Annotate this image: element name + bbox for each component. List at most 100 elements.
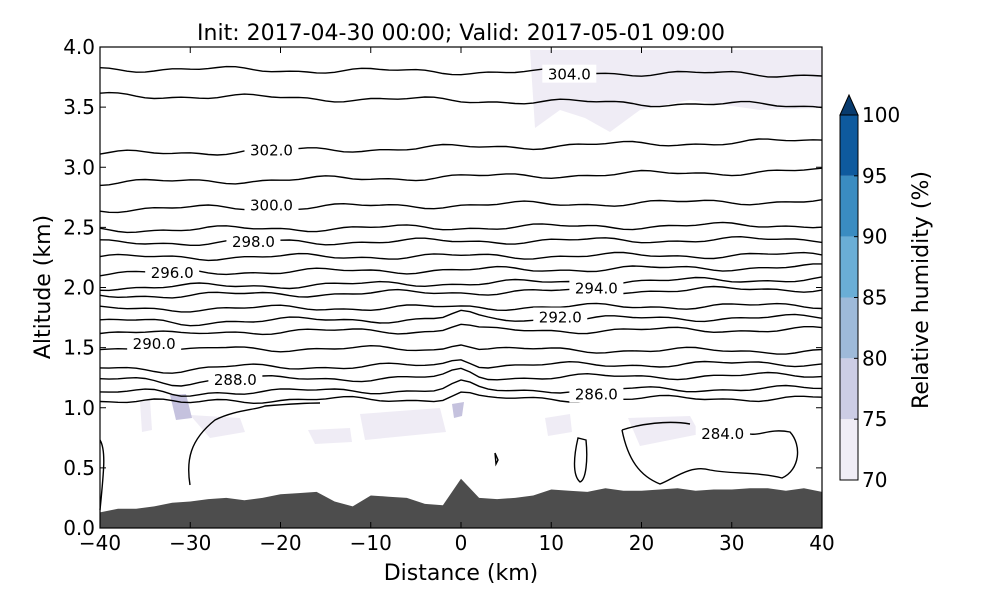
y-tick-label: 0.5: [63, 456, 95, 480]
contour-label: 298.0: [232, 233, 275, 251]
contour-low-left: [187, 402, 321, 486]
contour-label-bg: [569, 278, 624, 297]
contour-line-301: [99, 167, 823, 187]
contour-label-bg: [244, 195, 299, 214]
x-tick-label: 0: [455, 531, 468, 555]
contour-label-bg: [569, 384, 624, 403]
contour-line-303: [99, 91, 823, 109]
rh-shading: [140, 50, 822, 446]
y-tick-label: 2.5: [63, 215, 95, 239]
contour-line-304: [99, 65, 823, 78]
contour-line-291: [99, 323, 823, 336]
colorbar-tick-label: 80: [862, 346, 887, 370]
contour-line-299: [99, 221, 823, 234]
x-tick-label: 10: [539, 531, 564, 555]
x-tick-label: 30: [719, 531, 744, 555]
colorbar: 70 75 80 85 90 95 100 Relative humidity (%): [839, 93, 934, 492]
contour-label: 300.0: [250, 197, 293, 215]
contour-line-286: [99, 391, 823, 405]
rh-patch-4: [545, 414, 572, 436]
contour-label: 304.0: [548, 66, 591, 84]
contour-label-bg: [533, 307, 588, 326]
colorbar-tick-label: 90: [862, 225, 887, 249]
contour-low-mid: [573, 437, 588, 483]
low-level-contours: [99, 402, 799, 511]
contour-low-right-top: [621, 421, 691, 431]
contour-label: 288.0: [214, 371, 257, 389]
contour-line-294: [99, 285, 823, 299]
colorbar-swatch: [840, 115, 858, 176]
contour-label: 302.0: [250, 141, 293, 159]
contour-line-300: [99, 199, 823, 214]
x-tick-label: −30: [169, 531, 211, 555]
contour-line-287: [99, 379, 823, 397]
rh-patch-8: [452, 402, 464, 418]
contour-line-290: [99, 344, 823, 355]
y-tick-label: 0.0: [63, 516, 95, 540]
colorbar-tick-label: 70: [862, 468, 887, 492]
y-tick-label: 4.0: [63, 35, 95, 59]
contour-labels: 304.0 302.0 300.0 298.0 296.0 294.0 292.0 290.0…: [127, 64, 750, 443]
x-tick-label: −40: [79, 531, 121, 555]
y-tick-label: 3.5: [63, 95, 95, 119]
contour-label-bg: [208, 370, 263, 389]
y-tick-label: 1.0: [63, 396, 95, 420]
contour-low-small: [494, 452, 499, 467]
contour-line-292: [99, 309, 823, 327]
plot-background: [100, 47, 822, 528]
colorbar-swatch: [840, 419, 858, 480]
plot-area: 304.0 302.0 300.0 298.0 296.0 294.0 292.0 290.0…: [99, 46, 823, 529]
colorbar-tick-label: 100: [862, 103, 900, 127]
y-tick-label: 1.5: [63, 336, 95, 360]
contour-label-bg: [127, 334, 182, 353]
colorbar-extend-triangle: [839, 93, 859, 116]
y-tick-label: 3.0: [63, 155, 95, 179]
chart-title: Init: 2017-04-30 00:00; Valid: 2017-05-0…: [197, 21, 725, 46]
y-axis-label: Altitude (km): [31, 215, 56, 359]
contour-label: 292.0: [539, 309, 582, 327]
contour-label-bg: [542, 64, 597, 83]
colorbar-swatches: [840, 115, 858, 480]
contour-label: 294.0: [575, 280, 618, 298]
x-tick-label: −20: [259, 531, 301, 555]
rh-patch-2: [308, 428, 352, 444]
colorbar-ticks: 70 75 80 85 90 95 100: [854, 103, 900, 492]
contour-line-297: [99, 251, 823, 262]
terrain: [100, 478, 822, 528]
contour-label-bg: [695, 424, 750, 443]
contour-label-bg: [244, 140, 299, 159]
colorbar-swatch: [840, 358, 858, 420]
x-tick-label: 20: [629, 531, 654, 555]
x-tick-label: −10: [350, 531, 392, 555]
x-tick-label: 40: [809, 531, 834, 555]
contour-label-bg: [226, 231, 281, 250]
contour-low-right: [621, 429, 799, 485]
contour-label: 286.0: [575, 386, 618, 404]
rh-patch-upper: [530, 50, 822, 132]
contour-edge-left: [99, 439, 105, 511]
contour-label-bg: [145, 263, 200, 282]
contour-label: 296.0: [151, 264, 194, 282]
contour-line-293: [99, 302, 823, 313]
y-axis: 0.0 0.5 1.0 1.5 2.0 2.5 3.0 3.5 4.0: [63, 35, 822, 540]
contour-line-298: [99, 235, 823, 246]
colorbar-tick-label: 95: [862, 164, 887, 188]
rh-patch-1: [190, 415, 245, 438]
x-axis-label: Distance (km): [384, 561, 539, 586]
colorbar-swatch: [840, 236, 858, 298]
rh-patch-7: [140, 400, 152, 432]
contour-line-296: [99, 263, 822, 277]
x-axis: −40 −30 −20 −10 0 10 20 30 40: [79, 47, 835, 555]
colorbar-tick-label: 85: [862, 286, 887, 310]
contour-label: 284.0: [701, 425, 744, 443]
contour-label: 290.0: [133, 335, 176, 353]
colorbar-tick-label: 75: [862, 407, 887, 431]
rh-patch-3: [360, 408, 446, 440]
contour-line-295: [99, 276, 823, 292]
colorbar-swatch: [840, 175, 858, 237]
contour-line-302: [99, 138, 823, 156]
contour-line-289: [99, 359, 823, 374]
colorbar-label: Relative humidity (%): [909, 171, 934, 409]
colorbar-swatch: [840, 297, 858, 359]
